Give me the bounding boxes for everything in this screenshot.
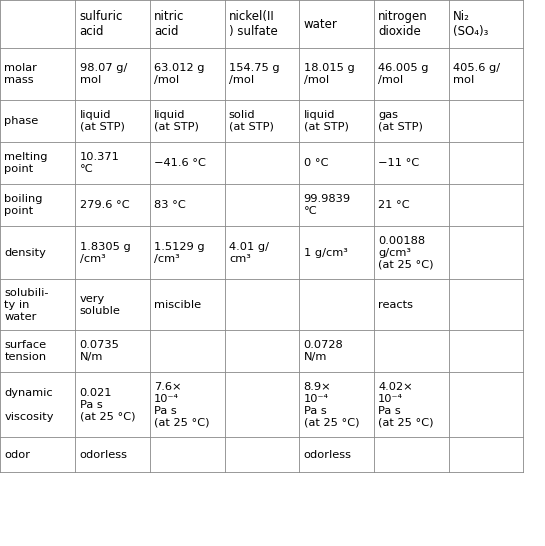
Text: 99.9839
°C: 99.9839 °C: [304, 194, 350, 216]
Text: 21 °C: 21 °C: [378, 200, 410, 210]
Text: liquid
(at STP): liquid (at STP): [80, 110, 124, 132]
Text: reacts: reacts: [378, 300, 413, 310]
Text: 279.6 °C: 279.6 °C: [80, 200, 129, 210]
Text: 405.6 g/
mol: 405.6 g/ mol: [453, 63, 500, 85]
Text: odor: odor: [4, 449, 31, 460]
Text: boiling
point: boiling point: [4, 194, 43, 216]
Text: solid
(at STP): solid (at STP): [229, 110, 274, 132]
Text: 0.0728
N/m: 0.0728 N/m: [304, 340, 343, 363]
Text: nitric
acid: nitric acid: [154, 10, 185, 38]
Text: 154.75 g
/mol: 154.75 g /mol: [229, 63, 280, 85]
Text: odorless: odorless: [80, 449, 128, 460]
Text: 1.8305 g
/cm³: 1.8305 g /cm³: [80, 241, 130, 264]
Text: 10.371
°C: 10.371 °C: [80, 152, 119, 174]
Text: miscible: miscible: [154, 300, 201, 310]
Text: 18.015 g
/mol: 18.015 g /mol: [304, 63, 354, 85]
Text: sulfuric
acid: sulfuric acid: [80, 10, 123, 38]
Text: dynamic

viscosity: dynamic viscosity: [4, 388, 54, 422]
Text: molar
mass: molar mass: [4, 63, 37, 85]
Text: 0.0735
N/m: 0.0735 N/m: [80, 340, 119, 363]
Text: 83 °C: 83 °C: [154, 200, 186, 210]
Text: 46.005 g
/mol: 46.005 g /mol: [378, 63, 429, 85]
Text: 7.6×
10⁻⁴
Pa s
(at 25 °C): 7.6× 10⁻⁴ Pa s (at 25 °C): [154, 382, 210, 428]
Text: liquid
(at STP): liquid (at STP): [154, 110, 199, 132]
Text: phase: phase: [4, 116, 39, 126]
Text: odorless: odorless: [304, 449, 352, 460]
Text: gas
(at STP): gas (at STP): [378, 110, 423, 132]
Text: solubili-
ty in
water: solubili- ty in water: [4, 288, 49, 322]
Text: −11 °C: −11 °C: [378, 158, 420, 168]
Text: liquid
(at STP): liquid (at STP): [304, 110, 348, 132]
Text: very
soluble: very soluble: [80, 294, 120, 316]
Text: 4.01 g/
cm³: 4.01 g/ cm³: [229, 241, 269, 264]
Text: −41.6 °C: −41.6 °C: [154, 158, 206, 168]
Text: 8.9×
10⁻⁴
Pa s
(at 25 °C): 8.9× 10⁻⁴ Pa s (at 25 °C): [304, 382, 359, 428]
Text: melting
point: melting point: [4, 152, 48, 174]
Text: 63.012 g
/mol: 63.012 g /mol: [154, 63, 205, 85]
Text: 1 g/cm³: 1 g/cm³: [304, 247, 348, 258]
Text: nickel(II
) sulfate: nickel(II ) sulfate: [229, 10, 277, 38]
Text: water: water: [304, 17, 337, 31]
Text: 0.00188
g/cm³
(at 25 °C): 0.00188 g/cm³ (at 25 °C): [378, 235, 434, 270]
Text: surface
tension: surface tension: [4, 340, 46, 363]
Text: nitrogen
dioxide: nitrogen dioxide: [378, 10, 428, 38]
Text: 1.5129 g
/cm³: 1.5129 g /cm³: [154, 241, 205, 264]
Text: Ni₂
(SO₄)₃: Ni₂ (SO₄)₃: [453, 10, 488, 38]
Text: density: density: [4, 247, 46, 258]
Text: 4.02×
10⁻⁴
Pa s
(at 25 °C): 4.02× 10⁻⁴ Pa s (at 25 °C): [378, 382, 434, 428]
Text: 0.021
Pa s
(at 25 °C): 0.021 Pa s (at 25 °C): [80, 388, 135, 422]
Text: 98.07 g/
mol: 98.07 g/ mol: [80, 63, 127, 85]
Text: 0 °C: 0 °C: [304, 158, 328, 168]
